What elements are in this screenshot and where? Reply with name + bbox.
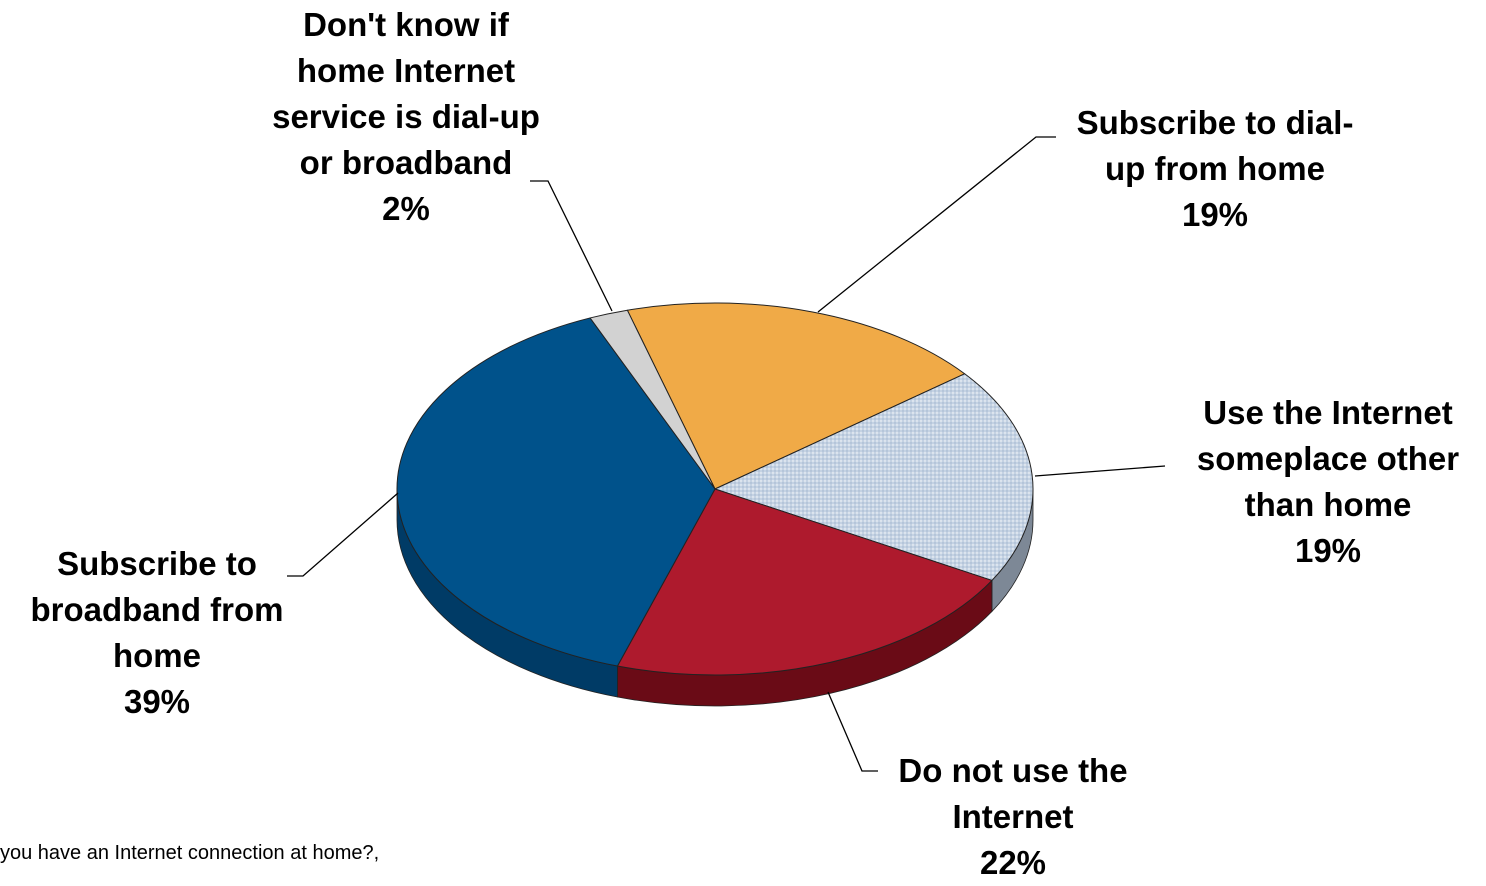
slice-label-0: Subscribe to dial-up from home 19% (1060, 100, 1370, 238)
slice-label-line: Internet (952, 798, 1074, 835)
slice-label-line: or broadband (299, 144, 513, 181)
slice-label-3: Subscribe to broadband from home 39% (12, 541, 302, 725)
slice-label-line: service is dial-up (272, 98, 540, 135)
pie-slice-0 (626, 302, 966, 490)
slice-percent-label: 22% (979, 844, 1047, 881)
slice-label-line: home Internet (296, 52, 516, 89)
leader-line-4 (530, 180, 613, 312)
slice-percent-label: 39% (123, 683, 191, 720)
pie-slice-2 (616, 488, 993, 676)
slice-label-line: up from home (1105, 150, 1325, 187)
leader-line-2 (827, 691, 878, 772)
slice-label-2: Do not use the Internet 22% (883, 748, 1143, 886)
slice-percent-label: 19% (1294, 532, 1362, 569)
slice-label-line: Subscribe to (57, 545, 257, 582)
slice-label-line: broadband from (30, 591, 284, 628)
slice-label-1: Use the Internet someplace other than home… (1178, 390, 1478, 574)
slice-percent-label: 2% (382, 190, 430, 227)
footnote: you have an Internet connection at home?… (0, 842, 380, 864)
slice-label-line: Do not use the (898, 752, 1128, 789)
slice-label-line: Don't know if (303, 6, 509, 43)
leader-line-1 (1034, 465, 1166, 477)
pie-slice-3 (396, 317, 716, 667)
leader-line-0 (817, 136, 1056, 313)
leader-line-3 (287, 492, 399, 577)
pie-slice-4 (589, 309, 716, 490)
slice-label-line: someplace other (1196, 440, 1460, 477)
slice-percent-label: 19% (1181, 196, 1249, 233)
slice-label-line: Subscribe to dial- (1076, 104, 1354, 141)
slice-label-line: than home (1244, 486, 1412, 523)
slice-label-line: home (112, 637, 201, 674)
pie-slice-1 (714, 373, 1034, 581)
slice-label-line: Use the Internet (1203, 394, 1453, 431)
slice-label-4: Don't know if home Internet service is dia… (252, 2, 560, 232)
